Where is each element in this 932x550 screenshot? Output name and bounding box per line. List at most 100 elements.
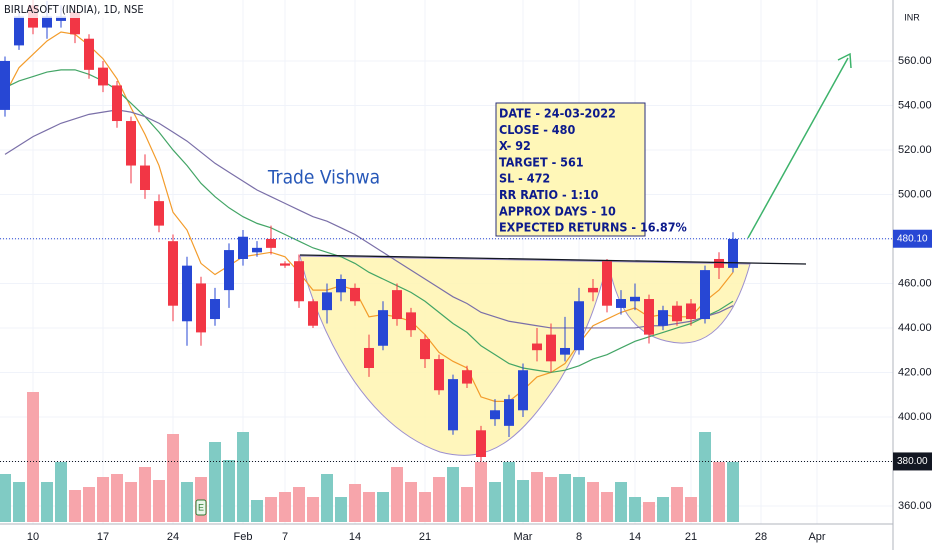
info-line: EXPECTED RETURNS - 16.87%: [499, 220, 687, 235]
x-tick-label: Feb: [234, 531, 253, 543]
volume-bar: [97, 477, 109, 522]
candle-body: [672, 305, 682, 322]
info-line: CLOSE - 480: [499, 122, 575, 137]
info-line: RR RATIO - 1:10: [499, 187, 599, 202]
candle-body: [378, 310, 388, 346]
currency: INR: [904, 12, 920, 22]
candle-body: [56, 16, 66, 21]
volume-bar: [517, 480, 529, 522]
volume-bar: [657, 497, 669, 522]
volume-bar: [279, 492, 291, 522]
candle-body: [518, 370, 528, 411]
volume-bar: [601, 492, 613, 522]
arrow-head: [837, 52, 852, 69]
low-price-tag: [893, 452, 932, 471]
volume-bar: [713, 462, 725, 522]
candle-body: [98, 67, 108, 86]
volume-bar: [615, 482, 627, 522]
volume-bar: [111, 474, 123, 522]
candle-body: [0, 60, 10, 110]
volume-bar: [307, 497, 319, 522]
volume-bar: [433, 477, 445, 522]
volume-bar: [531, 472, 543, 522]
candle-body: [504, 399, 514, 426]
y-tick-label: 360.00: [898, 500, 932, 512]
volume-bar: [391, 467, 403, 522]
candle-body: [294, 261, 304, 302]
candle-body: [196, 283, 206, 333]
candle-body: [616, 299, 626, 308]
candle-body: [168, 241, 178, 306]
volume-bar: [335, 497, 347, 522]
volume-bar: [727, 462, 739, 522]
volume-bar: [41, 482, 53, 522]
volume-bar: [363, 492, 375, 522]
candle-body: [462, 370, 472, 384]
x-tick-label: 17: [97, 531, 109, 543]
candle-body: [574, 301, 584, 351]
volume-bar: [153, 480, 165, 522]
volume-bar: [223, 460, 235, 522]
chart-title: BIRLASOFT (INDIA), 1D, NSE: [4, 3, 144, 16]
candle-body: [686, 303, 696, 320]
candle-body: [448, 379, 458, 431]
x-tick-label: Mar: [514, 531, 533, 543]
candle-body: [182, 265, 192, 322]
info-line: APPROX DAYS - 10: [499, 203, 616, 218]
volume-bar: [27, 392, 39, 522]
candle-body: [140, 165, 150, 191]
volume-bar: [265, 497, 277, 522]
y-tick-label: 440.00: [898, 322, 932, 334]
candle-body: [700, 270, 710, 320]
title-bg: [0, 0, 170, 18]
volume-bar: [83, 487, 95, 522]
candle-body: [42, 16, 52, 28]
candle-body: [266, 238, 276, 248]
moving-average: [4, 109, 734, 329]
volume-bar: [685, 497, 697, 522]
info-line: X- 92: [499, 138, 531, 153]
x-tick-label: 28: [755, 531, 767, 543]
low-price-label: 380.00: [897, 456, 928, 467]
volume-bar: [349, 484, 361, 522]
volume-bar: [167, 434, 179, 522]
candle-body: [602, 261, 612, 306]
volume-bar: [55, 462, 67, 522]
candle-body: [406, 312, 416, 331]
info-line: SL - 472: [499, 171, 550, 186]
candle-body: [630, 296, 640, 302]
candle-body: [364, 347, 374, 369]
y-tick-label: 560.00: [898, 55, 932, 67]
candle-body: [420, 339, 430, 360]
info-box: [495, 102, 646, 237]
x-tick-label: 14: [349, 531, 361, 543]
y-tick-label: 520.00: [898, 144, 932, 156]
candle-body: [532, 343, 542, 351]
volume-bar: [545, 477, 557, 522]
watermark: Trade Vishwa: [267, 167, 380, 189]
candle-body: [476, 430, 486, 457]
x-tick-label: 24: [167, 531, 179, 543]
target-arrow: [747, 57, 849, 239]
candle-body: [490, 410, 500, 420]
x-tick-label: Apr: [808, 531, 825, 543]
candle-body: [84, 38, 94, 70]
volume-bar: [573, 477, 585, 522]
candle-body: [112, 85, 122, 122]
x-tick-label: 8: [576, 531, 582, 543]
volume-bar: [671, 487, 683, 522]
y-tick-label: 460.00: [898, 277, 932, 289]
y-tick-label: 400.00: [898, 411, 932, 423]
earnings-icon: [195, 499, 207, 516]
volume-bar: [0, 474, 11, 522]
candle-body: [322, 292, 332, 311]
neckline: [299, 254, 807, 265]
volume-bar: [237, 432, 249, 522]
candle-body: [350, 287, 360, 302]
candle-body: [280, 263, 290, 266]
y-tick-label: 420.00: [898, 366, 932, 378]
candle-body: [238, 236, 248, 259]
info-line: TARGET - 561: [499, 154, 584, 169]
moving-average: [4, 69, 734, 374]
candle-body: [336, 279, 346, 293]
